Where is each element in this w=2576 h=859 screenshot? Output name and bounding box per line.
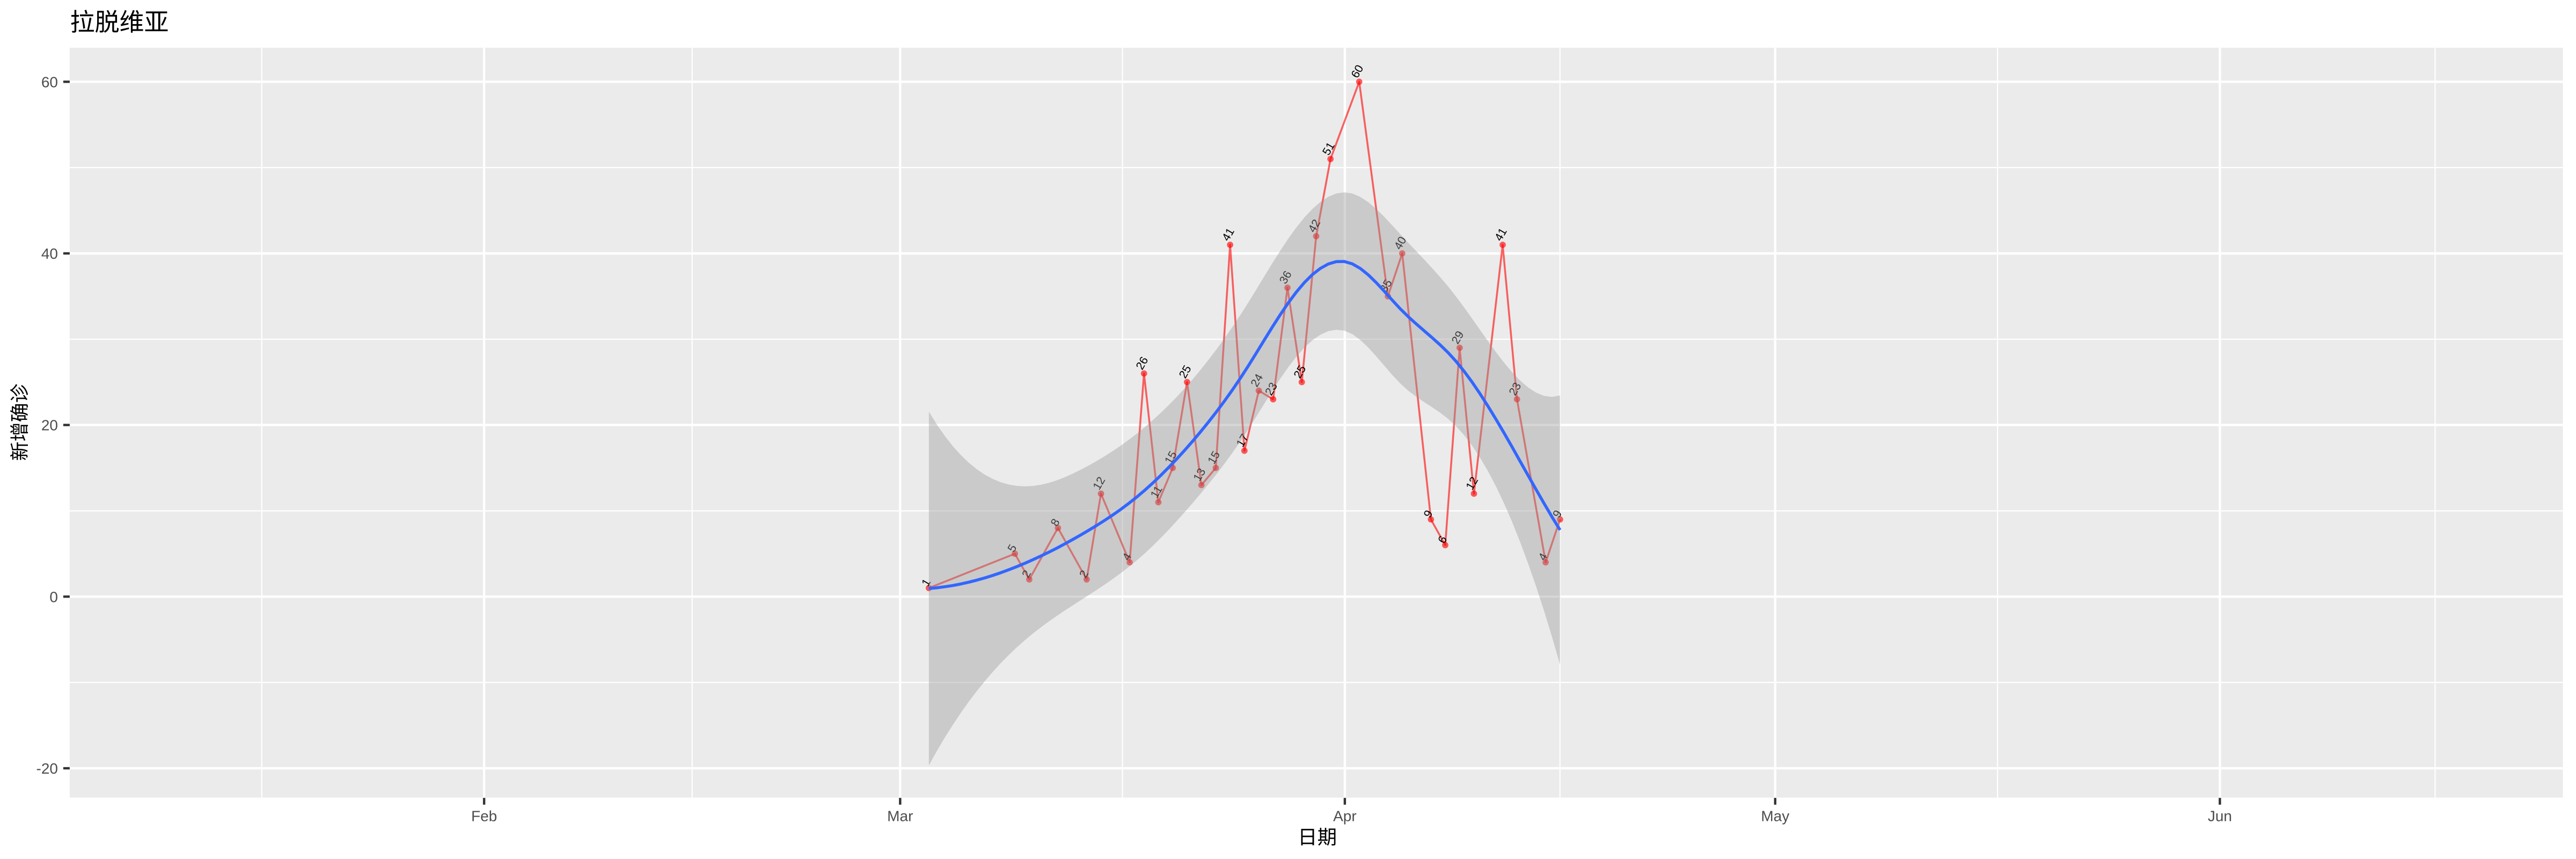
svg-text:0: 0 xyxy=(49,588,58,605)
svg-text:40: 40 xyxy=(41,245,58,262)
svg-text:May: May xyxy=(1761,808,1789,825)
svg-text:Apr: Apr xyxy=(1333,808,1357,825)
svg-text:60: 60 xyxy=(41,74,58,90)
svg-text:Feb: Feb xyxy=(471,808,497,825)
svg-text:-20: -20 xyxy=(36,760,58,777)
svg-text:Mar: Mar xyxy=(887,808,913,825)
svg-text:Jun: Jun xyxy=(2208,808,2232,825)
svg-text:20: 20 xyxy=(41,417,58,434)
